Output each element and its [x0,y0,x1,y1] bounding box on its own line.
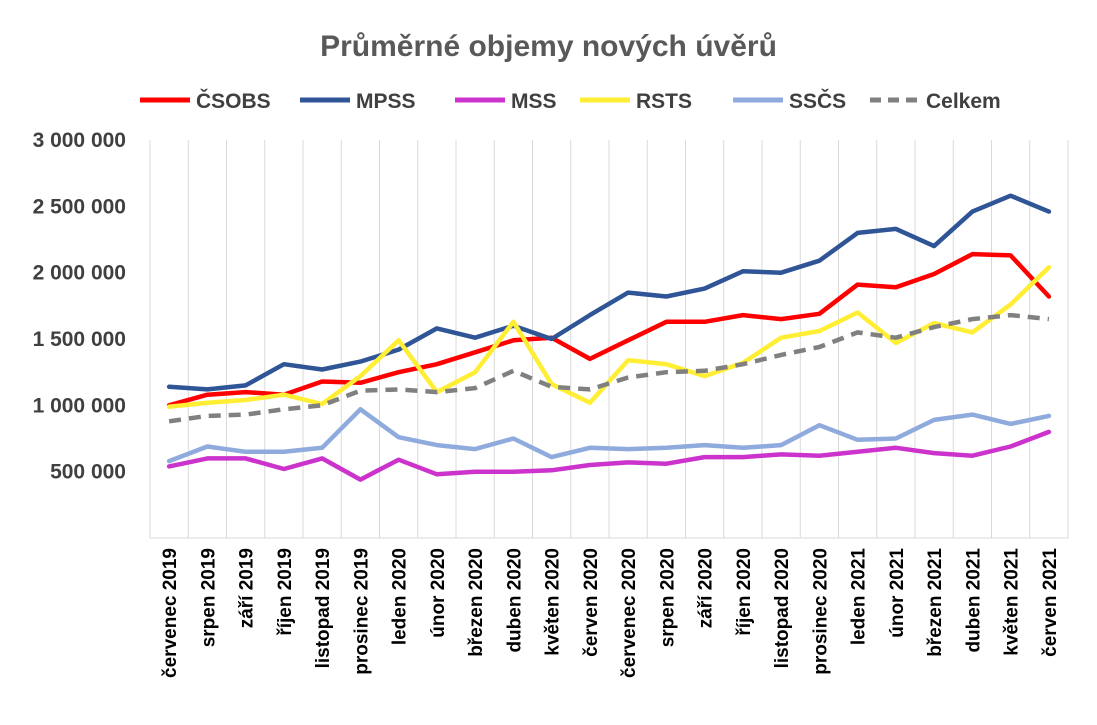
x-tick-label: únor 2020 [428,548,449,638]
y-tick-label: 3 000 000 [33,129,126,152]
y-tick-label: 1 500 000 [33,328,126,351]
y-tick-label: 2 000 000 [33,262,126,285]
x-tick-label: říjen 2020 [734,548,755,636]
legend-label: SSČS [789,89,846,113]
series-lines [166,193,1052,482]
x-tick-label: červenec 2020 [619,548,640,678]
y-tick-label: 1 000 000 [33,394,126,417]
x-tick-label: březen 2020 [466,548,487,657]
x-tick-label: srpen 2020 [657,548,678,647]
legend: ČSOBS MPSS MSS RSTS SSČS Celkem [140,89,1001,113]
legend-label: ČSOBS [196,89,271,113]
series-line [166,429,1052,482]
x-tick-label: leden 2020 [390,548,411,645]
series-line [166,265,1052,409]
x-tick-label: říjen 2019 [275,548,296,636]
series-line [166,251,1052,408]
x-tick-label: květen 2021 [1002,548,1023,656]
x-tick-label: květen 2020 [543,548,564,656]
x-tick-label: listopad 2020 [772,548,793,668]
x-tick-label: červen 2020 [581,548,602,657]
y-axis: 500 000 1 000 000 1 500 000 2 000 000 2 500 … [33,129,126,484]
legend-label: MSS [511,90,557,113]
series-line [166,407,1052,464]
x-tick-label: leden 2021 [849,548,870,646]
legend-label: Celkem [926,90,1001,113]
grid [149,140,1069,539]
x-tick-label: březen 2021 [925,548,946,657]
x-tick-label: listopad 2019 [313,548,334,668]
x-axis: červenec 2019 srpen 2019 září 2019 říjen 20… [160,548,1061,678]
series-line [166,193,1052,392]
x-tick-label: duben 2020 [504,548,525,653]
x-tick-label: únor 2021 [887,548,908,638]
x-tick-label: červenec 2019 [160,548,181,678]
x-tick-label: prosinec 2019 [351,548,372,675]
x-tick-label: prosinec 2020 [810,548,831,675]
y-tick-label: 2 500 000 [33,195,126,218]
series-line [168,312,1050,424]
legend-label: RSTS [636,90,692,113]
x-tick-label: červen 2021 [1040,548,1061,657]
x-tick-label: duben 2021 [963,548,984,653]
chart-title: Průměrné objemy nových úvěrů [320,30,777,63]
legend-label: MPSS [356,90,416,113]
x-tick-label: srpen 2019 [198,548,219,647]
x-tick-label: září 2019 [237,548,258,628]
y-tick-label: 500 000 [50,461,126,484]
x-tick-label: září 2020 [696,548,717,628]
